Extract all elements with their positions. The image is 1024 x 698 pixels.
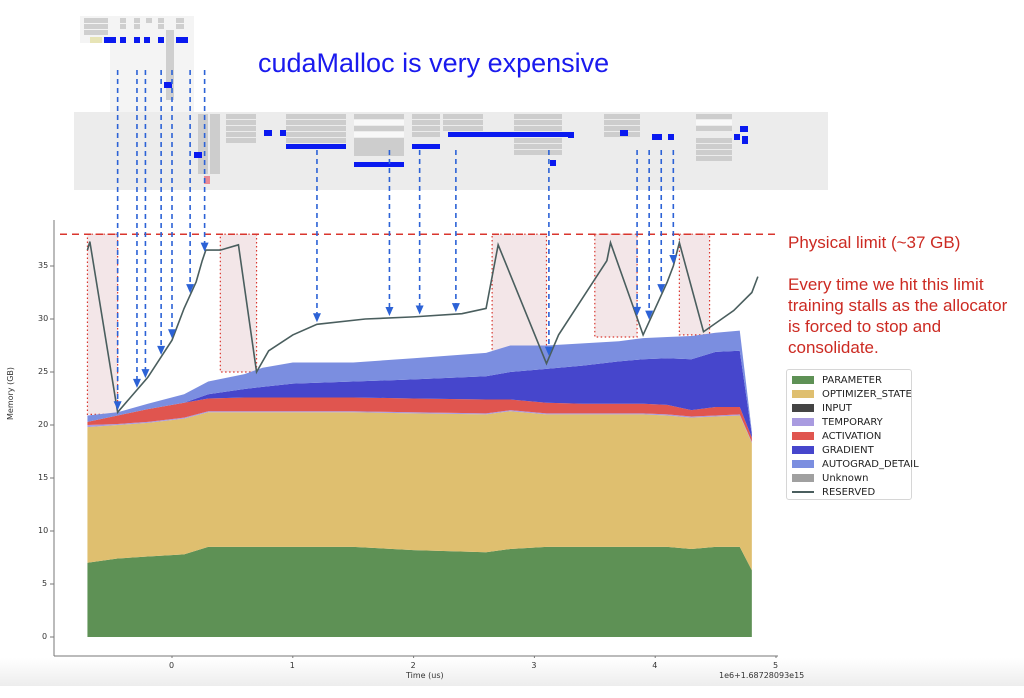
area-activation: [87, 397, 752, 442]
arrow-head-icon: [657, 284, 666, 294]
legend-item: RESERVED: [792, 485, 911, 499]
arrow-head-icon: [186, 284, 195, 294]
legend-item: TEMPORARY: [792, 415, 911, 429]
y-tick-label: 10: [38, 526, 49, 535]
legend-label: RESERVED: [822, 486, 876, 498]
legend-label: OPTIMIZER_STATE: [822, 388, 912, 400]
arrow-head-icon: [132, 378, 141, 388]
legend-item: GRADIENT: [792, 443, 911, 457]
arrow-head-icon: [312, 313, 321, 323]
legend-item: INPUT: [792, 401, 911, 415]
x-offset-label: 1e6+1.68728093e15: [719, 671, 805, 680]
y-tick-label: 30: [38, 314, 49, 323]
x-tick-label: 2: [410, 661, 416, 670]
legend-label: Unknown: [822, 472, 869, 484]
y-axis-label: Memory (GB): [6, 366, 15, 420]
legend: PARAMETER OPTIMIZER_STATE INPUT TEMPORARY AC…: [786, 369, 919, 500]
stall-region: [219, 233, 258, 373]
x-tick-label: 1: [289, 661, 295, 670]
y-tick-label: 25: [38, 367, 49, 376]
y-tick-label: 0: [42, 632, 48, 641]
legend-label: GRADIENT: [822, 444, 874, 456]
legend-item: ACTIVATION: [792, 429, 911, 443]
legend-item: Unknown: [792, 471, 911, 485]
legend-label: INPUT: [822, 402, 852, 414]
bottom-band: [0, 658, 1024, 686]
annotation: Physical limit (~37 GB) Every time we hi…: [788, 232, 1024, 358]
stall-region: [594, 233, 638, 338]
color-swatch-icon: [792, 432, 814, 440]
x-tick-label: 4: [652, 661, 658, 670]
line-swatch-icon: [792, 491, 814, 493]
area-optimizer-state: [87, 411, 752, 571]
arrow-head-icon: [141, 369, 150, 379]
arrow-head-icon: [385, 306, 394, 316]
legend-label: PARAMETER: [822, 374, 882, 386]
color-swatch-icon: [792, 474, 814, 482]
color-swatch-icon: [792, 446, 814, 454]
legend-label: AUTOGRAD_DETAIL: [822, 458, 919, 470]
x-tick-label: 5: [773, 661, 779, 670]
arrow-head-icon: [633, 306, 642, 316]
legend-label: TEMPORARY: [822, 416, 883, 428]
stall-region: [678, 233, 711, 336]
arrow-head-icon: [113, 401, 122, 411]
arrow-head-icon: [200, 242, 209, 252]
color-swatch-icon: [792, 404, 814, 412]
y-tick-label: 5: [42, 579, 48, 588]
y-tick-label: 35: [38, 261, 49, 270]
legend-item: PARAMETER: [792, 373, 911, 387]
trace-panel: [74, 112, 828, 190]
annotation-body: Every time we hit this limit training st…: [788, 275, 1008, 357]
y-tick-label: 15: [38, 473, 49, 482]
trace-snippet-top: [80, 16, 194, 112]
color-swatch-icon: [792, 376, 814, 384]
arrow-head-icon: [168, 329, 176, 339]
arrow-head-icon: [544, 346, 553, 356]
arrow-head-icon: [451, 303, 460, 313]
legend-label: ACTIVATION: [822, 430, 882, 442]
legend-item: AUTOGRAD_DETAIL: [792, 457, 919, 471]
arrow-head-icon: [157, 345, 166, 355]
arrow-head-icon: [669, 255, 678, 264]
color-swatch-icon: [792, 418, 814, 426]
color-swatch-icon: [792, 460, 814, 468]
area-gradient: [87, 350, 752, 438]
y-tick-label: 20: [38, 420, 49, 429]
legend-item: OPTIMIZER_STATE: [792, 387, 912, 401]
chart-title: cudaMalloc is very expensive: [258, 48, 610, 78]
physical-limit-label: Physical limit (~37 GB): [788, 233, 961, 252]
area-parameter: [87, 546, 752, 637]
x-tick-label: 0: [169, 661, 175, 670]
reserved-line: [86, 239, 759, 415]
arrow-head-icon: [645, 310, 654, 320]
color-swatch-icon: [792, 390, 814, 398]
x-axis-label: Time (us): [406, 671, 444, 680]
area-autograd-detail: [87, 330, 752, 435]
arrow-head-icon: [415, 305, 424, 315]
x-tick-label: 3: [531, 661, 537, 670]
